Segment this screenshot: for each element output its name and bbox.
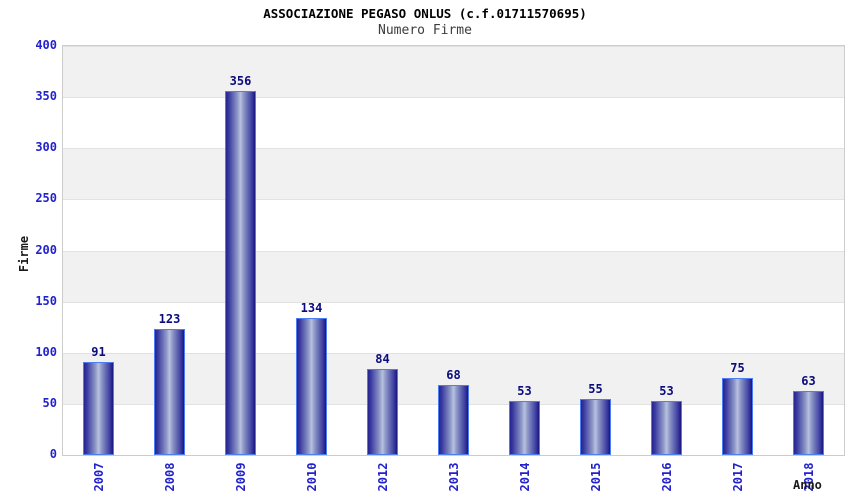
bar-2012 <box>367 369 398 455</box>
x-tick-label: 2009 <box>233 462 248 492</box>
bar-2016 <box>651 400 682 455</box>
bar-value-label: 53 <box>517 383 532 398</box>
x-axis-title: Anno <box>793 478 822 492</box>
bar-value-label: 356 <box>229 74 252 88</box>
x-tick-label: 2017 <box>730 462 745 492</box>
y-tick-label: 100 <box>35 344 57 359</box>
bar-2013 <box>438 385 469 455</box>
x-tick-label: 2008 <box>162 462 177 492</box>
y-tick-label: 250 <box>35 191 57 206</box>
bar-2017 <box>722 378 753 455</box>
x-tick-label: 2013 <box>446 462 461 492</box>
bar-value-label: 55 <box>588 381 603 396</box>
y-tick-label: 300 <box>35 140 57 155</box>
bar-value-label: 53 <box>659 383 674 398</box>
bar-2018 <box>793 390 824 455</box>
bar-2008 <box>154 329 185 455</box>
grid-band <box>63 199 844 251</box>
y-tick-label: 200 <box>35 242 57 257</box>
grid-band <box>63 148 844 200</box>
y-tick-label: 0 <box>49 447 57 461</box>
chart-title: ASSOCIAZIONE PEGASO ONLUS (c.f.017115706… <box>263 6 587 21</box>
grid-band <box>63 250 844 302</box>
x-tick-label: 2014 <box>517 462 532 492</box>
grid-band <box>63 46 844 98</box>
bar-value-label: 63 <box>801 373 816 388</box>
bar-2009 <box>225 91 256 455</box>
bar-value-label: 134 <box>300 301 323 315</box>
x-tick-label: 2007 <box>91 462 106 492</box>
bar-value-label: 84 <box>375 352 390 367</box>
bar-value-label: 75 <box>730 361 745 376</box>
bar-2010 <box>296 318 327 455</box>
x-tick-label: 2010 <box>304 462 319 492</box>
y-axis-title: Firme <box>17 235 31 273</box>
plot-area: 91 123 356 134 84 68 53 55 53 75 63 <box>62 45 845 456</box>
chart-subtitle: Numero Firme <box>378 23 472 38</box>
bar-2014 <box>509 400 540 455</box>
bar-value-label: 68 <box>446 368 461 383</box>
y-tick-label: 400 <box>35 38 57 52</box>
x-tick-label: 2012 <box>375 462 390 492</box>
x-tick-label: 2015 <box>588 462 603 492</box>
bar-2007 <box>83 361 114 455</box>
bar-value-label: 91 <box>91 344 106 359</box>
y-tick-label: 150 <box>35 293 57 308</box>
y-tick-label: 350 <box>35 89 57 104</box>
grid-band <box>63 301 844 353</box>
bar-value-label: 123 <box>158 312 181 327</box>
y-tick-label: 50 <box>42 395 57 410</box>
x-tick-label: 2016 <box>659 462 674 492</box>
bar-2015 <box>580 398 611 455</box>
grid-band <box>63 97 844 149</box>
